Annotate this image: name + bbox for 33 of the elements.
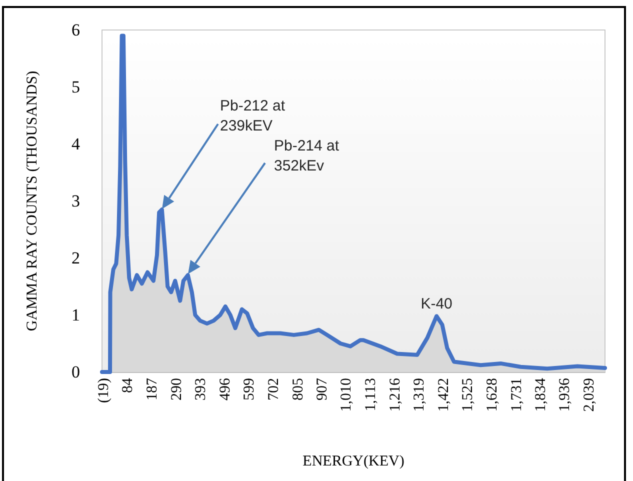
- y-tick-label: 1: [72, 306, 80, 324]
- x-tick-label: 290: [168, 378, 185, 400]
- x-tick-label: 1,525: [460, 378, 476, 412]
- y-tick-label: 4: [72, 134, 80, 154]
- x-tick-label: (19): [96, 378, 112, 403]
- x-tick-label: 1,113: [362, 378, 379, 412]
- y-axis-title: GAMMA RAY COUNTS (THOUSANDS): [24, 70, 40, 332]
- x-tick-label: 496: [217, 378, 234, 400]
- annotation: Pb-212 at 239kEV: [220, 98, 286, 134]
- x-tick-label: 84: [120, 378, 136, 393]
- x-tick-label: 1,216: [387, 378, 404, 412]
- x-tick-label: 805: [290, 378, 306, 400]
- x-tick-label: 1,628: [484, 378, 500, 412]
- x-tick-label: 702: [266, 378, 282, 400]
- annotation: Pb-214 at 352kEv: [274, 138, 340, 174]
- x-tick-label: 1,422: [436, 378, 452, 412]
- x-tick-label: 1,010: [338, 378, 355, 412]
- y-tick-label: 5: [72, 78, 80, 96]
- x-tick-label: 1,731: [508, 378, 525, 412]
- x-tick-label: 907: [314, 378, 330, 400]
- y-tick-label: 2: [72, 248, 80, 268]
- x-tick-label: 2,039: [581, 378, 598, 412]
- x-tick-label: 599: [242, 378, 258, 400]
- annotation: K-40: [420, 296, 452, 313]
- y-tick-label: 6: [72, 20, 80, 40]
- y-tick-label: 3: [72, 192, 80, 210]
- x-tick-label: 1,936: [557, 378, 574, 412]
- x-tick-label: 1,834: [533, 378, 550, 412]
- x-tick-label: 393: [193, 378, 210, 400]
- x-tick-label: 187: [144, 378, 160, 400]
- y-tick-label: 0: [72, 362, 80, 382]
- x-tick-label: 1,319: [412, 378, 428, 412]
- x-axis-title: ENERGY(KEV): [302, 454, 404, 470]
